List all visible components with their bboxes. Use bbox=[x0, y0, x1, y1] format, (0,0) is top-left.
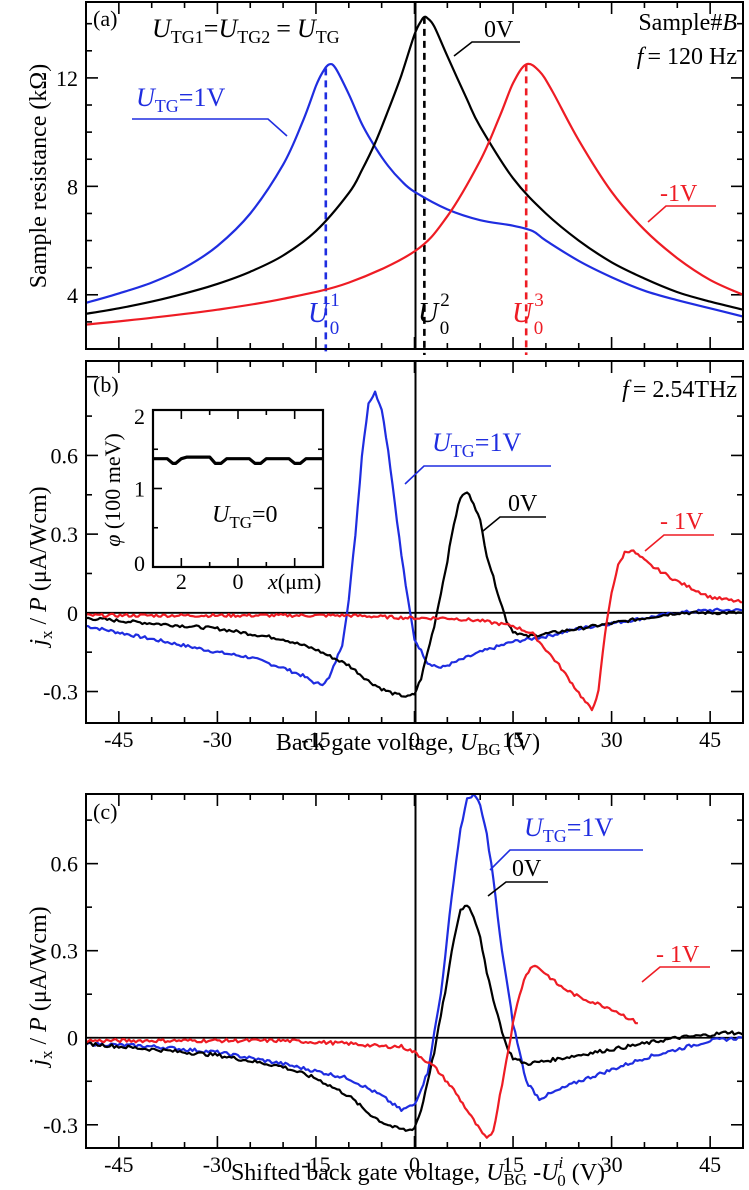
panel-b-red-leader bbox=[644, 534, 714, 552]
panel-c-curves bbox=[86, 794, 743, 1139]
series-0V bbox=[86, 15, 743, 315]
y-tick-label: 0.6 bbox=[51, 443, 79, 468]
series-0V bbox=[86, 491, 743, 698]
panel-a: 4 8 12 (a) UTG1=UTG2 = UTG Sample#B f = 120 H… bbox=[26, 1, 744, 355]
panel-a-blue-label: UTG=1V bbox=[136, 83, 225, 116]
x-tick-label: -15 bbox=[301, 1152, 330, 1177]
panel-a-blue-leader bbox=[132, 118, 288, 137]
panel-a-y-axis-label: Sample resistance (kΩ) bbox=[26, 64, 52, 288]
panel-a-black-label: 0V bbox=[484, 17, 514, 43]
y-tick-label: 0.3 bbox=[51, 939, 79, 964]
y-tick-label: 0.6 bbox=[51, 852, 79, 877]
series-U_TG=1V bbox=[86, 794, 743, 1112]
series-0V bbox=[86, 904, 743, 1132]
panel-b-curves bbox=[86, 390, 743, 712]
y-tick-label: 4 bbox=[67, 283, 78, 308]
panel-c-red-label: - 1V bbox=[656, 942, 700, 968]
panel-b: -45 -30 -15 0 15 30 45 -0.3 0 0.3 0.6 (b) f = 2.54T… bbox=[26, 360, 744, 759]
y-tick-label: 12 bbox=[56, 66, 78, 91]
inset-note: UTG=0 bbox=[212, 502, 278, 532]
series--1V bbox=[86, 62, 743, 326]
panel-a-tag: (a) bbox=[93, 6, 117, 31]
inset-curves bbox=[153, 455, 323, 465]
panel-a-frequency: f = 120 Hz bbox=[637, 44, 737, 70]
panel-a-black-leader bbox=[453, 41, 520, 57]
panel-a-condition: UTG1=UTG2 = UTG bbox=[152, 14, 340, 47]
panel-c-blue-leader bbox=[489, 849, 643, 871]
x-tick-label: 45 bbox=[699, 1152, 721, 1177]
panel-c-y-axis-label: jx / P (μA/Wcm) bbox=[26, 906, 56, 1068]
panel-b-black-leader bbox=[482, 516, 546, 532]
x-tick-label: 15 bbox=[502, 1152, 524, 1177]
panel-a-red-leader bbox=[647, 205, 716, 223]
inset-x-tick-label: 0 bbox=[233, 569, 244, 594]
x-tick-label: 15 bbox=[502, 727, 524, 752]
y-tick-label: 8 bbox=[67, 174, 78, 199]
inset-series-U_TG=0 bbox=[153, 455, 323, 465]
panel-a-vertical-markers bbox=[324, 16, 528, 355]
x-tick-label: 0 bbox=[409, 727, 420, 752]
x-tick-label: 0 bbox=[409, 1152, 420, 1177]
y-tick-label: -0.3 bbox=[43, 1113, 78, 1138]
inset-frame bbox=[151, 408, 325, 569]
panel-c-blue-label: UTG=1V bbox=[524, 813, 613, 846]
panel-b-y-axis-label: jx / P (μA/Wcm) bbox=[26, 486, 56, 648]
panel-a-frame bbox=[85, 1, 744, 350]
y-tick-label: 0 bbox=[67, 1026, 78, 1051]
panel-b-black-label: 0V bbox=[508, 491, 538, 517]
panel-c: -45 -30 -15 0 15 30 45 -0.3 0 0.3 0.6 (c) UTG=1V 0… bbox=[26, 793, 744, 1190]
panel-a-sample-label: Sample#B bbox=[638, 10, 737, 36]
panel-c-black-label: 0V bbox=[512, 856, 542, 882]
series-U_TG=1V bbox=[86, 62, 743, 318]
panel-b-red-label: - 1V bbox=[660, 509, 704, 535]
inset-y-axis-label: φ (100 meV) bbox=[100, 433, 125, 547]
x-tick-label: -15 bbox=[301, 727, 330, 752]
panel-c-red-leader bbox=[641, 966, 710, 983]
panel-b-tag: (b) bbox=[93, 372, 119, 397]
series--1V bbox=[86, 964, 638, 1139]
panel-c-x-axis-label: Shifted back gate voltage, UBG -Ui 0 (V) bbox=[231, 1153, 605, 1190]
panel-a-red-label: -1V bbox=[660, 181, 698, 207]
y-tick-label: 0.3 bbox=[51, 522, 79, 547]
panel-c-black-leader bbox=[487, 881, 548, 897]
y-tick-label: -0.3 bbox=[43, 680, 78, 705]
inset-x-tick-label: 2 bbox=[176, 569, 187, 594]
panel-c-frame bbox=[85, 793, 744, 1149]
panel-b-inset: 0 1 2 2 0 UTG=0 x(μm) φ (100 meV) bbox=[100, 404, 325, 594]
x-tick-label: -30 bbox=[203, 1152, 232, 1177]
panel-b-x-axis-label: Back gate voltage, UBG (V) bbox=[276, 730, 540, 759]
series-U_TG=1V bbox=[86, 390, 743, 687]
panel-a-curves bbox=[86, 15, 743, 326]
panel-b-blue-leader bbox=[404, 465, 551, 485]
inset-x-axis-label: x(μm) bbox=[267, 569, 321, 594]
x-tick-label: -30 bbox=[203, 727, 232, 752]
inset-y-tick-label: 2 bbox=[134, 404, 145, 429]
panel-b-frequency: f = 2.54THz bbox=[622, 377, 737, 403]
x-tick-label: 30 bbox=[601, 1152, 623, 1177]
inset-y-tick-label: 1 bbox=[134, 477, 145, 502]
x-tick-label: 30 bbox=[601, 727, 623, 752]
x-tick-label: -45 bbox=[104, 1152, 133, 1177]
panel-b-frame bbox=[85, 360, 744, 724]
x-tick-label: 45 bbox=[699, 727, 721, 752]
panel-c-ticks: -45 -30 -15 0 15 30 45 -0.3 0 0.3 0.6 bbox=[43, 794, 743, 1177]
panel-b-blue-label: UTG=1V bbox=[432, 428, 521, 461]
series--1V bbox=[86, 549, 743, 712]
inset-y-tick-label: 0 bbox=[134, 551, 145, 576]
panel-c-tag: (c) bbox=[93, 799, 117, 824]
inset-ticks: 0 1 2 2 0 bbox=[134, 404, 324, 594]
y-tick-label: 0 bbox=[67, 601, 78, 626]
x-tick-label: -45 bbox=[104, 727, 133, 752]
